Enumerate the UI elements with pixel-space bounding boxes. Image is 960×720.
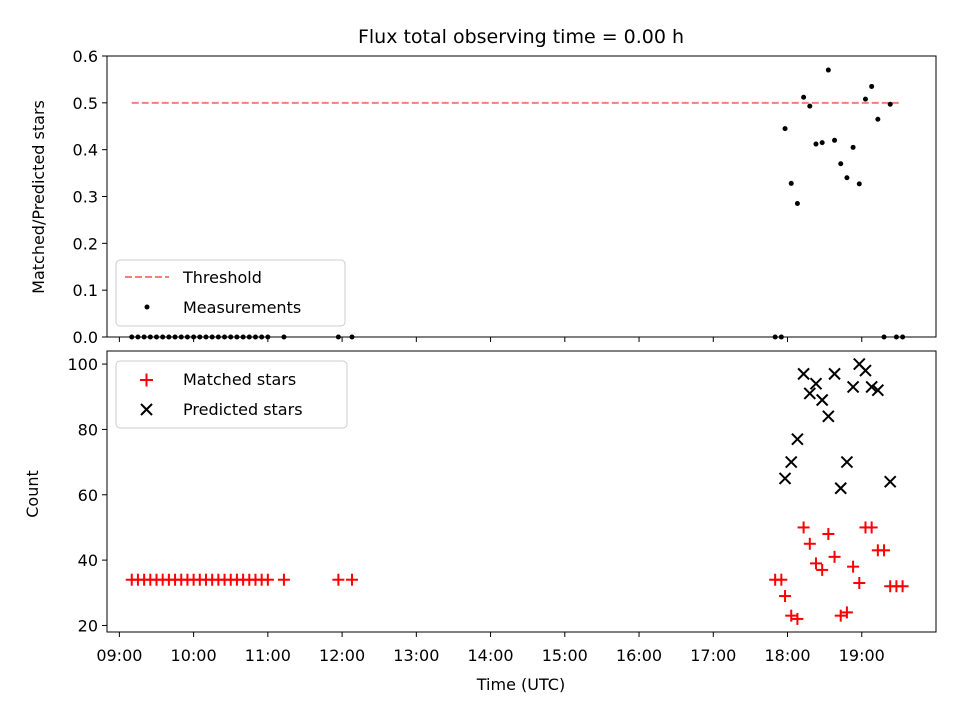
bottom-plot-frame <box>106 350 937 633</box>
predicted-star-point <box>828 367 841 381</box>
measurements-legend-label: Measurements <box>183 298 301 317</box>
bottom-legend-box <box>115 360 348 429</box>
matched-star-point <box>865 521 878 534</box>
predicted-star-point <box>846 380 860 394</box>
matched-star-point <box>822 527 835 540</box>
measurement-point <box>875 116 881 122</box>
matched-legend-label: Matched stars <box>183 370 296 389</box>
predicted-star-point <box>803 387 817 400</box>
bottom-y-tick-label: 40 <box>78 551 98 570</box>
top-y-tick-label: 0.1 <box>73 281 98 300</box>
predicted-star-point <box>822 410 835 423</box>
bottom-y-tick-label: 20 <box>78 616 98 635</box>
top-y-tick-label: 0.2 <box>73 234 98 253</box>
predicted-star-point <box>871 384 885 397</box>
predicted-legend-marker <box>140 403 153 416</box>
matched-star-point <box>332 573 345 586</box>
top-y-tick-label: 0.6 <box>73 47 98 66</box>
predicted-star-point <box>840 455 854 469</box>
measurement-point <box>813 141 819 147</box>
measurement-point <box>862 96 868 102</box>
predicted-star-point <box>865 380 878 394</box>
bottom-plot: 20 40 60 80 100 09:00 10:00 11:00 12:00 13:00 14:… <box>23 350 937 694</box>
predicted-star-point <box>834 482 847 495</box>
matched-star-point <box>896 580 909 593</box>
top-y-tick-label: 0.4 <box>73 141 98 160</box>
x-tick-label: 19:00 <box>839 646 885 665</box>
predicted-star-point <box>859 364 872 377</box>
x-axis-label: Time (UTC) <box>476 675 565 694</box>
measurement-point <box>794 201 800 207</box>
top-legend: Threshold Measurements <box>115 259 346 327</box>
x-tick-label: 11:00 <box>245 646 291 665</box>
top-y-axis-label: Matched/Predicted stars <box>29 100 48 294</box>
matched-star-point <box>345 573 358 586</box>
chart-title: Flux total observing time = 0.00 h <box>358 26 684 48</box>
x-tick-label: 13:00 <box>393 646 439 665</box>
top-y-tick-label: 0.0 <box>73 328 98 347</box>
x-tick-label: 15:00 <box>542 646 588 665</box>
measurement-point <box>887 101 893 107</box>
measurement-point <box>832 137 838 143</box>
measurement-point <box>825 67 831 73</box>
bottom-y-tick-label: 100 <box>67 355 98 374</box>
matched-star-point <box>847 560 860 573</box>
measurement-point <box>869 83 875 89</box>
measurement-point <box>819 140 825 146</box>
matched-star-point <box>853 576 866 589</box>
predicted-star-point <box>884 475 897 488</box>
matched-legend-marker <box>140 373 153 387</box>
predicted-legend-label: Predicted stars <box>183 400 303 419</box>
measurement-point <box>782 126 788 132</box>
matched-star-point <box>828 550 841 563</box>
matched-star-point <box>803 537 816 550</box>
measurement-point <box>844 175 850 181</box>
top-plot: 0.0 0.1 0.2 0.3 0.4 0.5 0.6 Matched/Predicted … <box>29 47 937 347</box>
matched-star-point <box>785 609 798 622</box>
x-tick-label: 16:00 <box>616 646 662 665</box>
predicted-star-point <box>778 472 792 485</box>
threshold-legend-label: Threshold <box>182 268 262 287</box>
predicted-star-point <box>785 455 798 469</box>
matched-star-point <box>840 606 853 619</box>
predicted-star-point <box>791 433 804 446</box>
matched-star-point <box>277 573 290 586</box>
measurement-point <box>807 103 813 109</box>
measurement-point <box>850 144 856 150</box>
measurement-point <box>788 180 794 186</box>
x-tick-label: 10:00 <box>171 646 217 665</box>
matched-star-point <box>779 590 792 603</box>
bottom-y-tick-label: 80 <box>78 420 98 439</box>
x-tick-label: 14:00 <box>468 646 514 665</box>
matched-star-point <box>775 573 788 586</box>
x-tick-label: 09:00 <box>96 646 142 665</box>
predicted-star-point <box>797 367 810 381</box>
x-tick-label: 18:00 <box>764 646 810 665</box>
predicted-star-point <box>809 377 823 390</box>
predicted-star-point <box>815 393 829 407</box>
top-legend-box <box>115 259 346 327</box>
x-tick-label: 17:00 <box>690 646 736 665</box>
matched-star-point <box>809 557 822 570</box>
matched-star-point <box>791 612 804 625</box>
measurement-point <box>838 161 844 167</box>
bottom-legend: Matched stars Predicted stars <box>115 360 348 429</box>
x-tick-label: 12:00 <box>319 646 365 665</box>
measurement-point <box>801 94 807 100</box>
measurements-legend-marker <box>144 304 150 310</box>
bottom-y-axis-label: Count <box>23 470 42 518</box>
matched-star-point <box>816 563 829 576</box>
matched-star-point <box>797 521 810 534</box>
top-y-tick-label: 0.3 <box>73 188 98 207</box>
top-y-tick-label: 0.5 <box>73 94 98 113</box>
matched-star-point <box>878 544 891 557</box>
matched-star-point <box>261 573 274 586</box>
bottom-y-tick-label: 60 <box>78 486 98 505</box>
measurement-point <box>856 181 862 187</box>
matched-star-point <box>834 609 847 622</box>
